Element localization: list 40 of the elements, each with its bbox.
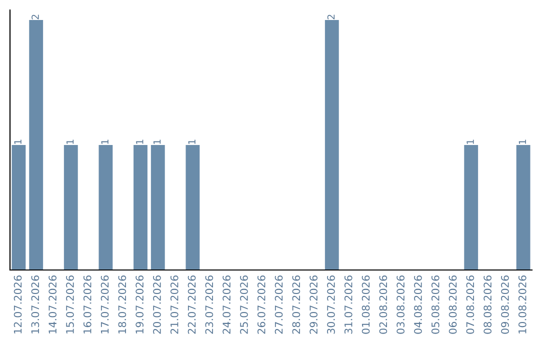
x-tick-label: 31.07.2026 — [344, 276, 352, 334]
x-tick-label: 15.07.2026 — [66, 276, 74, 334]
x-tick-label: 27.07.2026 — [274, 276, 283, 334]
x-tick-label: 07.08.2026 — [466, 276, 474, 334]
x-tick-label: 10.08.2026 — [518, 276, 526, 334]
x-tick-label: 16.07.2026 — [83, 276, 92, 334]
x-tick-label: 05.08.2026 — [431, 276, 440, 334]
x-tick-label: 29.07.2026 — [310, 276, 318, 334]
data-label: 1 — [101, 140, 108, 144]
x-tick-label: 19.07.2026 — [136, 276, 144, 334]
x-tick-label: 04.08.2026 — [414, 276, 422, 334]
data-label: 1 — [136, 140, 144, 144]
data-label: 1 — [188, 140, 196, 144]
x-tick-label: 24.07.2026 — [222, 276, 231, 334]
x-tick-label: 21.07.2026 — [170, 276, 178, 334]
x-tick-label: 09.08.2026 — [501, 276, 509, 334]
data-label: 1 — [518, 140, 526, 144]
x-tick-label: 18.07.2026 — [118, 276, 126, 334]
x-tick-label: 25.07.2026 — [240, 276, 248, 334]
x-tick-label: 30.07.2026 — [327, 276, 335, 334]
x-tick-label: 20.07.2026 — [153, 276, 161, 334]
data-label: 1 — [466, 140, 474, 144]
x-tick-label: 03.08.2026 — [396, 276, 405, 334]
data-label: 1 — [14, 140, 22, 144]
x-tick-label: 13.07.2026 — [31, 276, 40, 334]
data-label: 2 — [327, 14, 335, 20]
x-tick-label: 08.08.2026 — [484, 276, 492, 334]
x-tick-label: 26.07.2026 — [257, 276, 266, 334]
x-tick-label: 22.07.2026 — [188, 276, 196, 334]
x-tick-label: 23.07.2026 — [205, 276, 214, 334]
x-tick-label: 01.08.2026 — [362, 276, 370, 334]
x-tick-label: 17.07.2026 — [100, 276, 109, 334]
x-tick-label: 12.07.2026 — [14, 276, 22, 334]
x-tick-label: 28.07.2026 — [292, 276, 300, 334]
x-tick-label: 14.07.2026 — [48, 276, 57, 334]
x-tick-label: 06.08.2026 — [448, 276, 457, 334]
data-label: 1 — [153, 140, 161, 144]
data-label: 1 — [66, 140, 74, 144]
x-tick-label: 02.08.2026 — [379, 276, 388, 334]
data-label: 2 — [32, 14, 39, 20]
